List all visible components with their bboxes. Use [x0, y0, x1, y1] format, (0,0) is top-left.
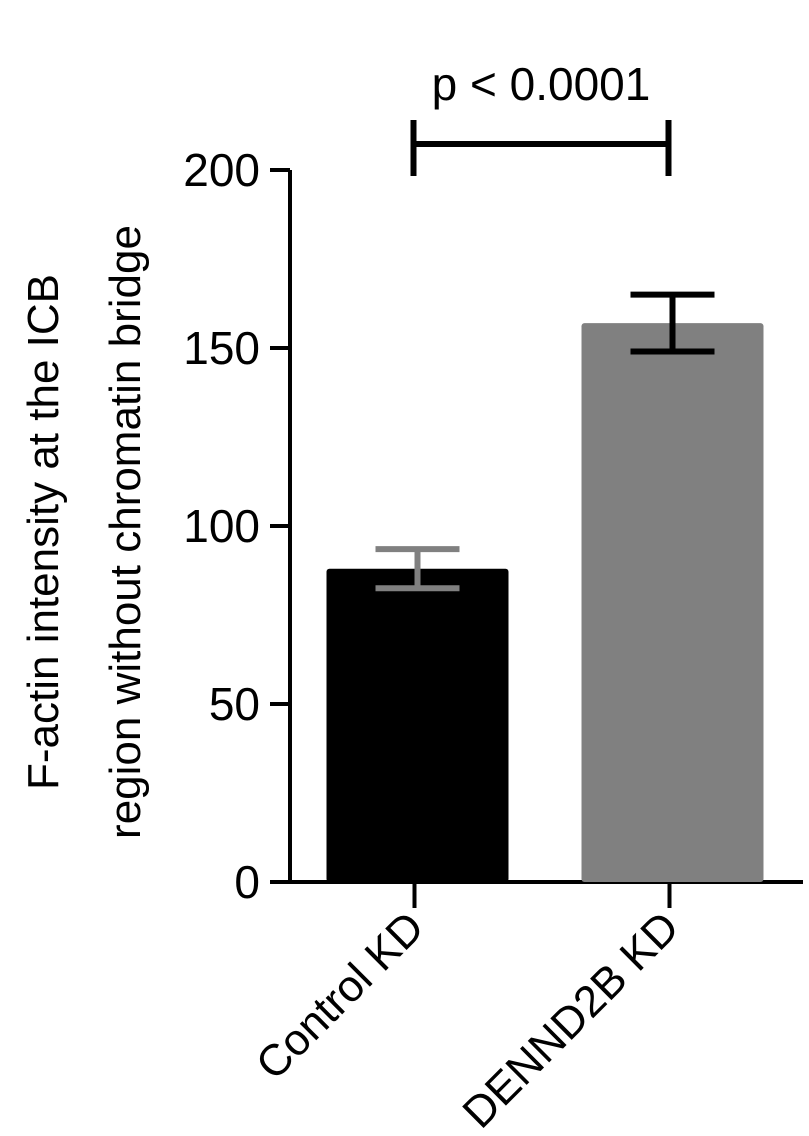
y-tick-label: 150	[183, 322, 260, 374]
significance-label: p < 0.0001	[432, 58, 651, 110]
y-tick-label: 200	[183, 144, 260, 196]
y-axis-label-line-2: region without chromatin bridge	[101, 225, 150, 839]
error-bar	[630, 291, 715, 355]
y-tick-label: 50	[209, 678, 260, 730]
significance-bracket	[410, 120, 672, 176]
y-tick-label: 0	[234, 856, 260, 908]
error-bar	[375, 546, 460, 592]
y-axis-label-line-1: F-actin intensity at the ICB	[19, 274, 68, 790]
significance-annotation: p < 0.0001	[410, 58, 672, 176]
y-axis-ticks: 0 50 100 150 200	[183, 144, 290, 908]
x-tick-label: Control KD	[247, 902, 434, 1089]
bar	[581, 323, 764, 883]
error-bars	[375, 291, 715, 592]
bar	[326, 568, 509, 882]
y-axis-label: F-actin intensity at the ICB region with…	[19, 225, 150, 839]
x-tick-label: DENND2B KD	[453, 902, 688, 1136]
y-tick-label: 100	[183, 500, 260, 552]
x-axis-labels: Control KD DENND2B KD	[247, 882, 689, 1136]
bars	[326, 323, 764, 883]
